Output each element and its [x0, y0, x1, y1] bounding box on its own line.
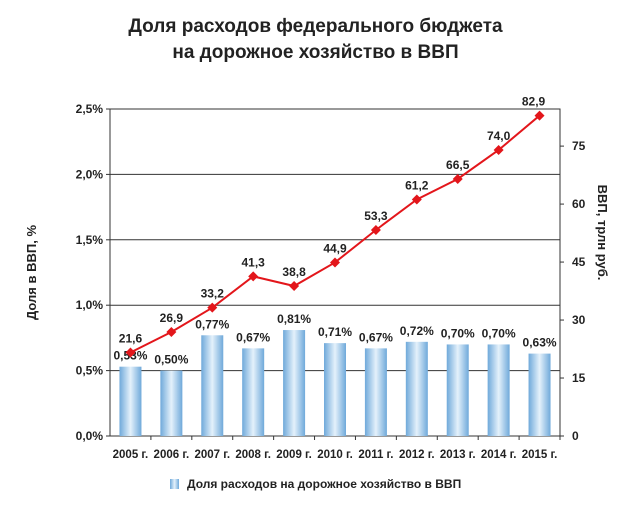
- line-label: 61,2: [405, 178, 429, 192]
- bar: [487, 344, 510, 436]
- bar-label: 0,50%: [154, 353, 188, 367]
- line-marker: [452, 173, 463, 184]
- bar: [446, 344, 469, 436]
- x-tick-label: 2012 г.: [399, 449, 435, 461]
- bar: [242, 348, 265, 436]
- right-tick-label: 30: [572, 313, 586, 327]
- x-tick-label: 2006 г.: [154, 449, 190, 461]
- line-marker: [493, 144, 504, 155]
- bar-label: 0,63%: [523, 336, 557, 350]
- line-marker: [330, 257, 340, 268]
- line-marker: [289, 281, 300, 292]
- line-series: [130, 114, 541, 354]
- line-marker: [125, 347, 136, 358]
- bar: [160, 370, 183, 436]
- bar-label: 0,67%: [359, 330, 393, 344]
- line-label: 21,6: [119, 332, 143, 346]
- left-tick-label: 0,0%: [76, 429, 104, 443]
- line-label: 66,5: [446, 158, 470, 172]
- x-tick-label: 2005 г.: [113, 449, 149, 461]
- left-tick-label: 2,0%: [76, 167, 104, 181]
- line-label: 53,3: [364, 209, 388, 223]
- bar: [528, 353, 551, 436]
- left-tick-label: 0,5%: [76, 364, 104, 378]
- bar-label: 0,70%: [441, 326, 475, 340]
- line-marker: [534, 110, 545, 121]
- line-label: 33,2: [201, 287, 225, 301]
- x-tick-label: 2015 г.: [522, 449, 558, 461]
- right-tick-label: 15: [572, 371, 586, 385]
- left-tick-label: 1,5%: [76, 233, 104, 247]
- line-label: 41,3: [242, 255, 266, 269]
- x-tick-label: 2008 г.: [235, 449, 271, 461]
- x-tick-label: 2013 г.: [440, 449, 476, 461]
- bar: [119, 366, 142, 436]
- line-marker: [248, 271, 259, 282]
- left-tick-label: 2,5%: [76, 102, 104, 116]
- bar-label: 0,67%: [236, 330, 270, 344]
- bar-label: 0,77%: [195, 317, 229, 331]
- bar: [201, 335, 224, 436]
- bar-label: 0,72%: [400, 324, 434, 338]
- line-marker: [370, 224, 381, 235]
- right-tick-label: 45: [572, 255, 586, 269]
- line-label: 44,9: [323, 241, 347, 255]
- line-label: 74,0: [487, 129, 511, 143]
- bar-label: 0,71%: [318, 325, 352, 339]
- bar-label: 0,81%: [277, 312, 311, 326]
- line-marker: [166, 327, 177, 338]
- chart-title-line-1: Доля расходов федерального бюджета: [128, 16, 503, 37]
- legend-swatch: [170, 479, 179, 489]
- left-tick-label: 1,0%: [76, 298, 104, 312]
- bar: [283, 330, 306, 436]
- right-tick-label: 60: [572, 197, 586, 211]
- line-label: 38,8: [282, 265, 306, 279]
- line-label: 26,9: [160, 311, 184, 325]
- bar: [364, 348, 387, 436]
- x-tick-label: 2007 г.: [194, 449, 230, 461]
- chart-title-line-2: на дорожное хозяйство в ВВП: [172, 42, 459, 63]
- right-tick-label: 0: [572, 429, 579, 443]
- bar-label: 0,70%: [482, 326, 516, 340]
- x-tick-label: 2010 г.: [317, 449, 353, 461]
- legend-label: Доля расходов на дорожное хозяйство в ВВ…: [187, 477, 461, 491]
- right-tick-label: 75: [572, 139, 586, 153]
- bar: [405, 341, 428, 436]
- x-tick-label: 2011 г.: [358, 449, 393, 461]
- line-marker: [411, 194, 422, 205]
- line-label: 82,9: [522, 95, 546, 109]
- x-tick-label: 2014 г.: [481, 449, 517, 461]
- line-marker: [207, 302, 218, 313]
- x-tick-label: 2009 г.: [276, 449, 312, 461]
- bar: [324, 343, 346, 436]
- y-axis-left-label: Доля в ВВП, %: [24, 225, 39, 320]
- y-axis-right-label: ВВП, трлн руб.: [595, 185, 610, 281]
